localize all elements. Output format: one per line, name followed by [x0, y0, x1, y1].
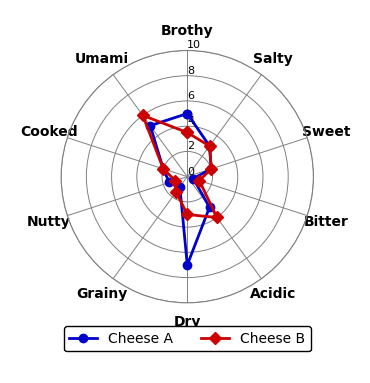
Cheese B — [207, 144, 212, 148]
Cheese A — [161, 167, 165, 171]
Cheese A — [207, 144, 212, 148]
Cheese B — [209, 167, 213, 171]
Cheese B — [174, 190, 178, 194]
Line: Cheese A: Cheese A — [146, 110, 215, 269]
Cheese B — [197, 178, 202, 183]
Cheese B — [161, 167, 165, 171]
Cheese B — [215, 215, 219, 220]
Cheese A — [185, 263, 189, 267]
Cheese B — [185, 212, 189, 217]
Cheese B — [185, 130, 189, 135]
Cheese A — [185, 111, 189, 116]
Cheese A — [167, 180, 172, 185]
Cheese B — [185, 130, 189, 135]
Cheese B — [173, 178, 178, 183]
Line: Cheese B: Cheese B — [139, 111, 221, 222]
Cheese A — [191, 176, 195, 181]
Cheese A — [148, 123, 152, 128]
Legend: Cheese A, Cheese B: Cheese A, Cheese B — [64, 326, 311, 351]
Cheese B — [141, 113, 145, 118]
Cheese A — [178, 185, 182, 189]
Cheese A — [209, 167, 213, 171]
Cheese A — [185, 111, 189, 116]
Cheese A — [207, 205, 212, 210]
